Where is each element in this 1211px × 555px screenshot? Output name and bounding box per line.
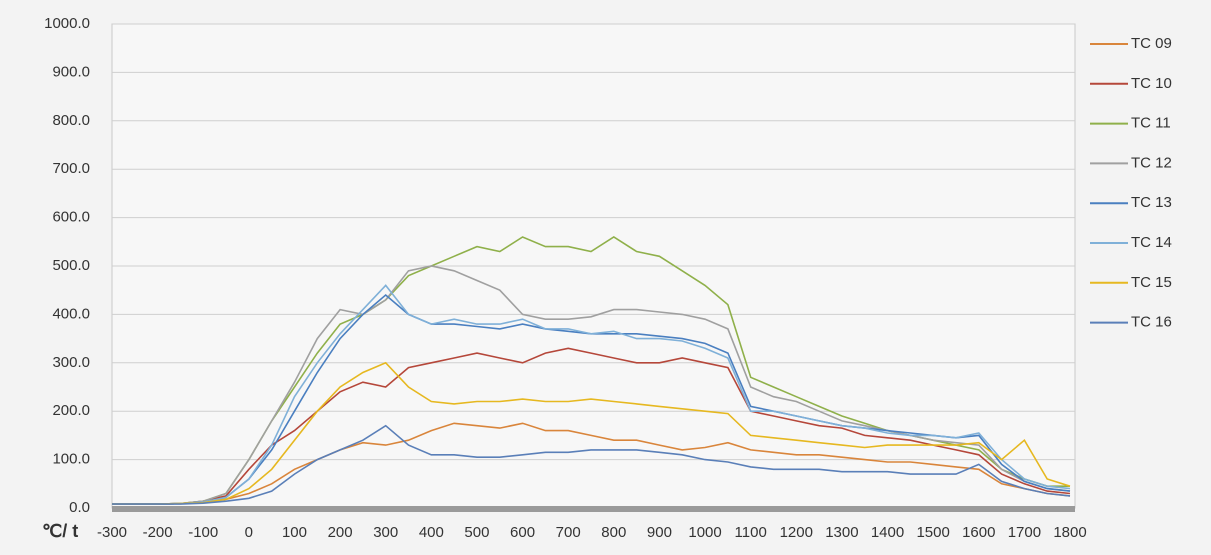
legend-label: TC 12 (1131, 154, 1172, 171)
x-tick-label: 400 (419, 524, 444, 541)
x-axis-band (112, 506, 1075, 512)
x-tick-label: 900 (647, 524, 672, 541)
series-line (112, 361, 1071, 505)
x-tick-label: 1800 (1053, 524, 1086, 541)
x-tick-label: 200 (328, 524, 353, 541)
x-tick-label: 0 (245, 524, 253, 541)
x-tick-label: 800 (601, 524, 626, 541)
legend-label: TC 14 (1131, 234, 1172, 251)
legend-label: TC 13 (1131, 194, 1172, 211)
y-tick-label: 400.0 (52, 305, 90, 322)
legend-label: TC 15 (1131, 274, 1172, 291)
y-tick-label: 300.0 (52, 354, 90, 371)
x-tick-label: 1000 (688, 524, 721, 541)
x-tick-label: -300 (97, 524, 127, 541)
x-tick-label: 1600 (962, 524, 995, 541)
legend-label: TC 16 (1131, 314, 1172, 331)
x-tick-label: 600 (510, 524, 535, 541)
y-tick-label: 500.0 (52, 257, 90, 274)
legend-label: TC 09 (1131, 35, 1172, 52)
y-tick-label: 0.0 (69, 499, 90, 516)
y-tick-label: 1000.0 (44, 15, 90, 32)
y-tick-label: 100.0 (52, 451, 90, 468)
y-tick-label: 900.0 (52, 63, 90, 80)
x-tick-label: 1700 (1008, 524, 1041, 541)
x-axis-label: ℃/ t (42, 521, 78, 541)
series-line (112, 422, 1071, 505)
x-tick-label: -200 (143, 524, 173, 541)
x-tick-label: 300 (373, 524, 398, 541)
x-tick-label: 500 (464, 524, 489, 541)
x-tick-label: 1200 (780, 524, 813, 541)
legend-label: TC 11 (1131, 115, 1171, 132)
x-tick-label: 1400 (871, 524, 904, 541)
x-tick-label: 700 (556, 524, 581, 541)
y-tick-label: 700.0 (52, 160, 90, 177)
y-tick-label: 800.0 (52, 112, 90, 129)
x-tick-label: 1100 (735, 524, 767, 541)
series-line (112, 284, 1071, 505)
legend-label: TC 10 (1131, 75, 1172, 92)
x-tick-label: -100 (188, 524, 218, 541)
x-tick-label: 1300 (825, 524, 858, 541)
x-tick-label: 1500 (916, 524, 949, 541)
y-tick-label: 600.0 (52, 209, 90, 226)
y-tick-label: 200.0 (52, 402, 90, 419)
x-tick-label: 100 (282, 524, 307, 541)
series-line (112, 424, 1071, 505)
